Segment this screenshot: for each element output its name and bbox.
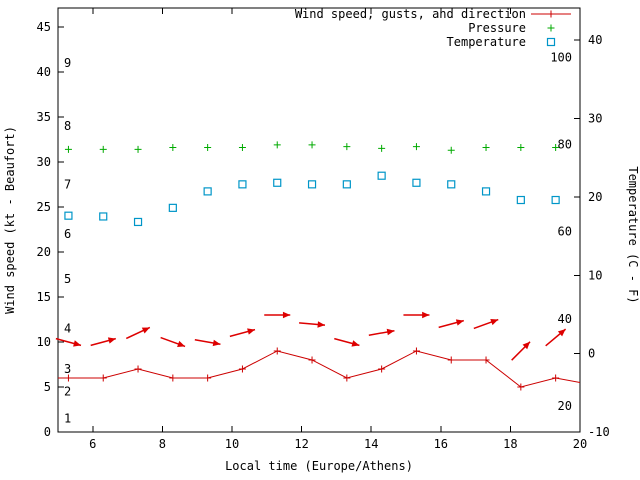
beaufort-label: 8: [64, 119, 71, 133]
y-left-tick-label: 40: [37, 65, 51, 79]
legend-wind-label: Wind speed, gusts, and direction: [295, 7, 526, 21]
wind-direction-arrows: [55, 311, 567, 361]
wind-speed-series: [58, 347, 581, 391]
y-right-tick-label: 0: [588, 347, 595, 361]
x-axis-title: Local time (Europe/Athens): [225, 459, 413, 473]
y-left-tick-label: 45: [37, 20, 51, 34]
pressure-series: [64, 141, 560, 154]
x-tick-label: 18: [503, 437, 517, 451]
beaufort-label: 7: [64, 177, 71, 191]
y-left-tick-label: 35: [37, 110, 51, 124]
y-right-tick-label: -10: [588, 425, 610, 439]
beaufort-label: 1: [64, 411, 71, 425]
y-left-tick-label: 15: [37, 290, 51, 304]
x-tick-label: 12: [294, 437, 308, 451]
x-tick-label: 8: [159, 437, 166, 451]
x-tick-label: 14: [364, 437, 378, 451]
x-axis-ticks: 6 8 10 12 14 16 18 20: [89, 8, 587, 451]
plot-border: [57, 7, 581, 433]
y-right-tick-label: 30: [588, 112, 602, 126]
x-tick-label: 20: [573, 437, 587, 451]
beaufort-label: 5: [64, 272, 71, 286]
chart-generated: 6 8 10 12 14 16 18 20051015202530354045-1001020…: [37, 7, 610, 451]
legend-markers: [531, 10, 571, 47]
left-axis-title: Wind speed (kt - Beaufort): [3, 126, 17, 314]
fahrenheit-label: 60: [558, 225, 572, 239]
y-right-tick-label: 10: [588, 268, 602, 282]
y-left-tick-label: 10: [37, 335, 51, 349]
y-left-tick-label: 30: [37, 155, 51, 169]
legend-temperature-label: Temperature: [447, 35, 526, 49]
legend-pressure-label: Pressure: [468, 21, 526, 35]
y-right-tick-label: 20: [588, 190, 602, 204]
x-tick-label: 10: [225, 437, 239, 451]
fahrenheit-label: 100: [550, 51, 572, 65]
beaufort-label: 3: [64, 362, 71, 376]
y-left-ticks: 0 5 10 15 20 25 30 35 40 45: [37, 20, 64, 439]
fahrenheit-label: 40: [558, 312, 572, 326]
y-left-tick-label: 20: [37, 245, 51, 259]
beaufort-labels: 1 2 3 4 5 6 7 8 9: [64, 56, 71, 426]
y-left-tick-label: 25: [37, 200, 51, 214]
beaufort-label: 2: [64, 384, 71, 398]
fahrenheit-labels: 20 40 60 80 100: [550, 51, 572, 413]
x-tick-label: 16: [434, 437, 448, 451]
x-tick-label: 6: [89, 437, 96, 451]
y-right-tick-label: 40: [588, 33, 602, 47]
y-right-ticks: -10 0 10 20 30 40: [574, 33, 610, 439]
fahrenheit-label: 80: [558, 138, 572, 152]
y-left-tick-label: 0: [44, 425, 51, 439]
beaufort-label: 4: [64, 321, 71, 335]
right-axis-title: Temperature (C - F): [626, 166, 640, 303]
y-left-tick-label: 5: [44, 380, 51, 394]
fahrenheit-label: 20: [558, 399, 572, 413]
beaufort-label: 6: [64, 227, 71, 241]
temperature-series: [64, 171, 560, 227]
beaufort-label: 9: [64, 56, 71, 70]
